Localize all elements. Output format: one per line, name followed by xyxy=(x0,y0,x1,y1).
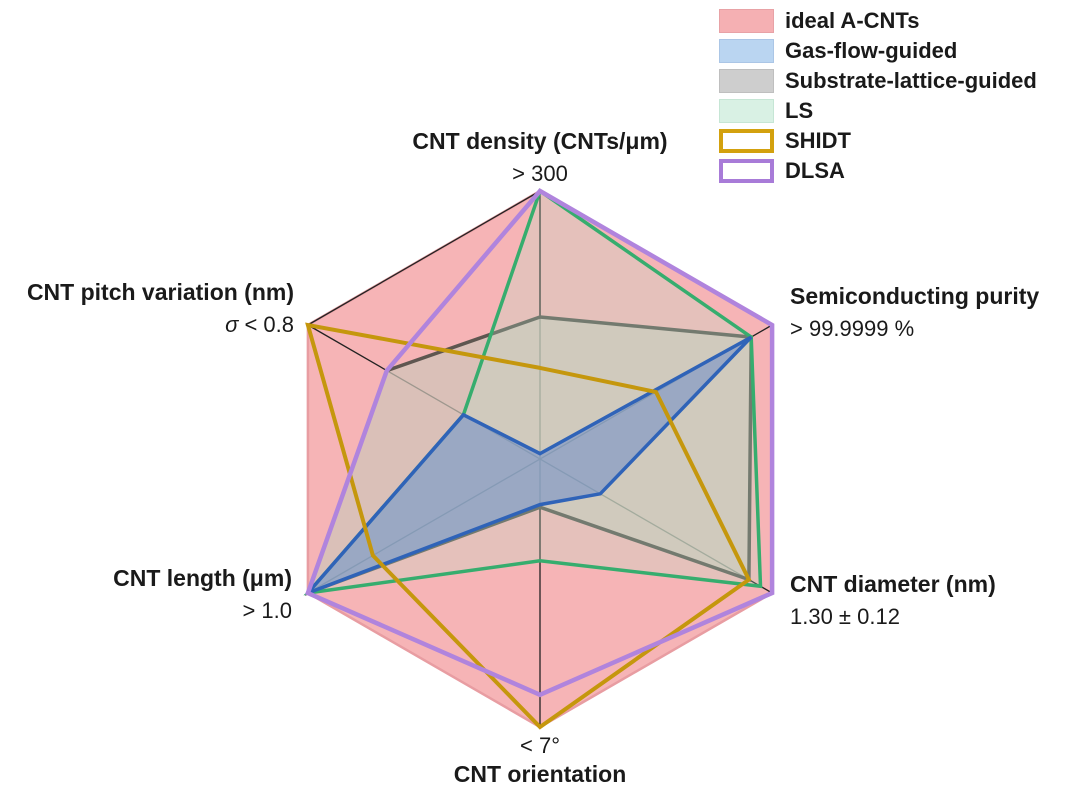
legend-item-gas-flow-guided: Gas-flow-guided xyxy=(719,38,1037,64)
legend-swatch-shidt xyxy=(719,129,774,153)
legend-item-ls: LS xyxy=(719,98,1037,124)
legend-label: Gas-flow-guided xyxy=(785,38,958,63)
legend-swatch-substrate-lattice-guided xyxy=(719,69,774,93)
legend-label: Substrate-lattice-guided xyxy=(785,68,1037,93)
legend-item-ideal-a-cnts: ideal A-CNTs xyxy=(719,8,1037,34)
legend-item-substrate-lattice-guided: Substrate-lattice-guided xyxy=(719,68,1037,94)
legend-swatch-ideal-a-cnts xyxy=(719,9,774,33)
legend-swatch-gas-flow-guided xyxy=(719,39,774,63)
legend-swatch-dlsa xyxy=(719,159,774,183)
legend-label: SHIDT xyxy=(785,128,851,153)
legend: ideal A-CNTs Gas-flow-guided Substrate-l… xyxy=(719,8,1037,184)
legend-item-dlsa: DLSA xyxy=(719,158,1037,184)
legend-swatch-ls xyxy=(719,99,774,123)
legend-label: LS xyxy=(785,98,814,123)
legend-label: ideal A-CNTs xyxy=(785,8,920,33)
legend-label: DLSA xyxy=(785,158,845,183)
legend-item-shidt: SHIDT xyxy=(719,128,1037,154)
